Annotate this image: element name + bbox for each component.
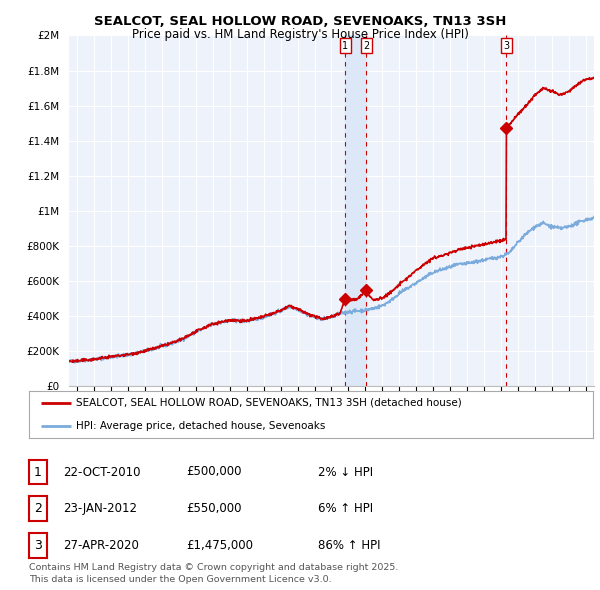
Text: SEALCOT, SEAL HOLLOW ROAD, SEVENOAKS, TN13 3SH (detached house): SEALCOT, SEAL HOLLOW ROAD, SEVENOAKS, TN… bbox=[76, 398, 461, 408]
Text: £1,475,000: £1,475,000 bbox=[186, 539, 253, 552]
Text: 22-OCT-2010: 22-OCT-2010 bbox=[63, 466, 140, 478]
Text: 2: 2 bbox=[34, 502, 42, 515]
Bar bbox=[345, 35, 367, 386]
Text: HPI: Average price, detached house, Sevenoaks: HPI: Average price, detached house, Seve… bbox=[76, 421, 325, 431]
Text: 86% ↑ HPI: 86% ↑ HPI bbox=[318, 539, 380, 552]
Text: 6% ↑ HPI: 6% ↑ HPI bbox=[318, 502, 373, 515]
Text: £550,000: £550,000 bbox=[186, 502, 241, 515]
Text: 2% ↓ HPI: 2% ↓ HPI bbox=[318, 466, 373, 478]
Text: 1: 1 bbox=[342, 41, 348, 51]
Text: 23-JAN-2012: 23-JAN-2012 bbox=[63, 502, 137, 515]
Text: Contains HM Land Registry data © Crown copyright and database right 2025.
This d: Contains HM Land Registry data © Crown c… bbox=[29, 563, 398, 584]
Text: £500,000: £500,000 bbox=[186, 466, 241, 478]
Text: 1: 1 bbox=[34, 466, 42, 478]
Text: 27-APR-2020: 27-APR-2020 bbox=[63, 539, 139, 552]
Text: SEALCOT, SEAL HOLLOW ROAD, SEVENOAKS, TN13 3SH: SEALCOT, SEAL HOLLOW ROAD, SEVENOAKS, TN… bbox=[94, 15, 506, 28]
Text: Price paid vs. HM Land Registry's House Price Index (HPI): Price paid vs. HM Land Registry's House … bbox=[131, 28, 469, 41]
Text: 3: 3 bbox=[503, 41, 509, 51]
Text: 3: 3 bbox=[34, 539, 42, 552]
Text: 2: 2 bbox=[363, 41, 370, 51]
